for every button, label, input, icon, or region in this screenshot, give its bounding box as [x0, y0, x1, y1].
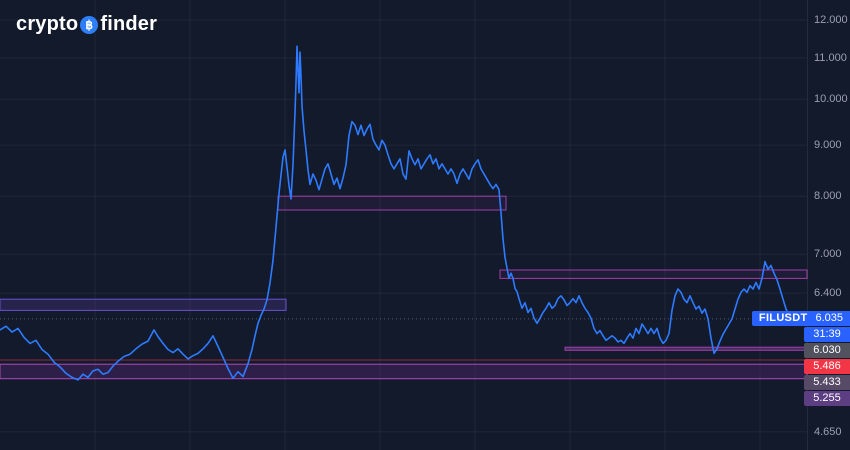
app-logo: crypto ฿ finder: [16, 13, 157, 36]
btc-circle-icon: ฿: [80, 15, 99, 34]
axis-label-9.000: 9.000: [814, 139, 842, 151]
symbol-label: FILUSDT: [758, 312, 808, 324]
zone-support-bottom[interactable]: [0, 363, 808, 380]
level-badge-5486[interactable]: 5.486: [804, 359, 850, 374]
axis-label-10.000: 10.000: [814, 93, 848, 105]
axis-label-8.000: 8.000: [814, 190, 842, 202]
current-price-label: 6.035: [815, 312, 843, 324]
zone-supply-left[interactable]: [0, 298, 287, 311]
price-axis[interactable]: 12.000 11.000 10.000 9.000 8.000 7.000 6.400 4.…: [807, 0, 850, 450]
zone-badge-5255[interactable]: 5.255: [804, 391, 850, 406]
axis-label-12.000: 12.000: [814, 14, 848, 26]
logo-text-crypto: crypto: [16, 13, 79, 35]
axis-label-6.400: 6.400: [814, 287, 842, 299]
btc-glyph: ฿: [85, 17, 94, 32]
countdown-badge: 31:39: [804, 327, 850, 342]
axis-label-11.000: 11.000: [814, 52, 847, 64]
price-line-series: [0, 45, 793, 381]
zone-resistance-67[interactable]: [499, 269, 808, 279]
axis-label-4.650: 4.650: [814, 426, 842, 438]
zone-badge-5433[interactable]: 5.433: [804, 375, 850, 390]
zone-resistance-8[interactable]: [277, 195, 507, 211]
logo-text-finder: finder: [100, 13, 158, 35]
axis-label-7.000: 7.000: [814, 248, 842, 260]
zone-support-thin[interactable]: [564, 346, 808, 351]
level-badge-6030[interactable]: 6.030: [804, 343, 850, 358]
symbol-price-badge: FILUSDT 6.035: [751, 311, 850, 326]
